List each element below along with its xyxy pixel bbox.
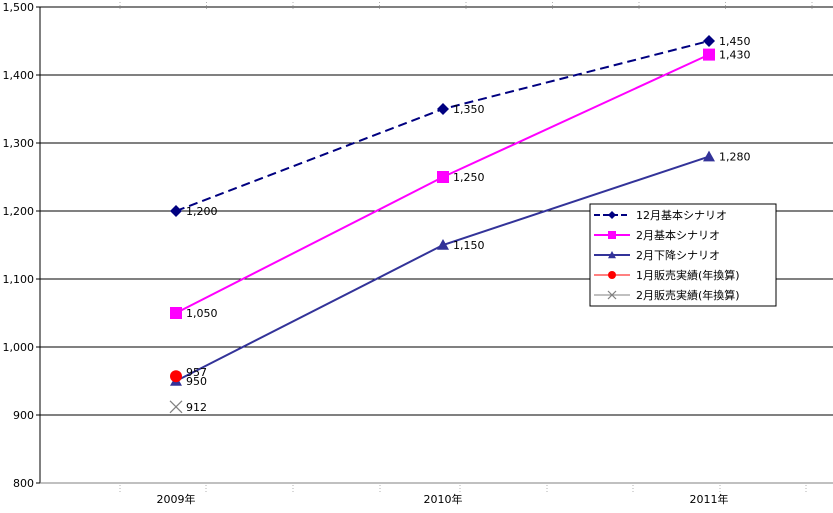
- point-square: [437, 171, 449, 183]
- data-label: 1,200: [186, 205, 218, 218]
- y-tick-label: 1,200: [3, 205, 35, 218]
- legend-label: 2月基本シナリオ: [636, 228, 720, 242]
- data-label: 1,450: [719, 35, 751, 48]
- y-tick-label: 1,000: [3, 341, 35, 354]
- point-circle: [608, 271, 616, 279]
- legend-label: 2月販売実績(年換算): [636, 288, 740, 302]
- point-square: [170, 307, 182, 319]
- data-label: 1,150: [453, 239, 485, 252]
- point-circle: [170, 370, 182, 382]
- point-square: [608, 231, 616, 239]
- legend-label: 2月下降シナリオ: [636, 248, 720, 262]
- legend-label: 1月販売実績(年換算): [636, 268, 740, 282]
- x-tick-label: 2010年: [424, 492, 463, 506]
- data-label: 1,350: [453, 103, 485, 116]
- x-tick-label: 2011年: [690, 492, 729, 506]
- data-label: 957: [186, 366, 207, 379]
- y-tick-label: 900: [13, 409, 34, 422]
- data-label: 1,250: [453, 171, 485, 184]
- y-tick-label: 1,300: [3, 137, 35, 150]
- data-label: 1,430: [719, 49, 751, 62]
- y-tick-label: 800: [13, 477, 34, 490]
- x-tick-label: 2009年: [157, 492, 196, 506]
- series-4: [170, 370, 182, 382]
- data-label: 912: [186, 401, 207, 414]
- y-tick-label: 1,100: [3, 273, 35, 286]
- data-label: 1,280: [719, 151, 751, 164]
- legend-label: 12月基本シナリオ: [636, 208, 727, 222]
- y-tick-label: 1,500: [3, 1, 35, 14]
- point-square: [703, 49, 715, 61]
- data-label: 1,050: [186, 307, 218, 320]
- y-tick-label: 1,400: [3, 69, 35, 82]
- legend: 12月基本シナリオ 2月基本シナリオ 2月下降シナリオ 1月販売実績(年換算) 2月販売…: [590, 204, 776, 306]
